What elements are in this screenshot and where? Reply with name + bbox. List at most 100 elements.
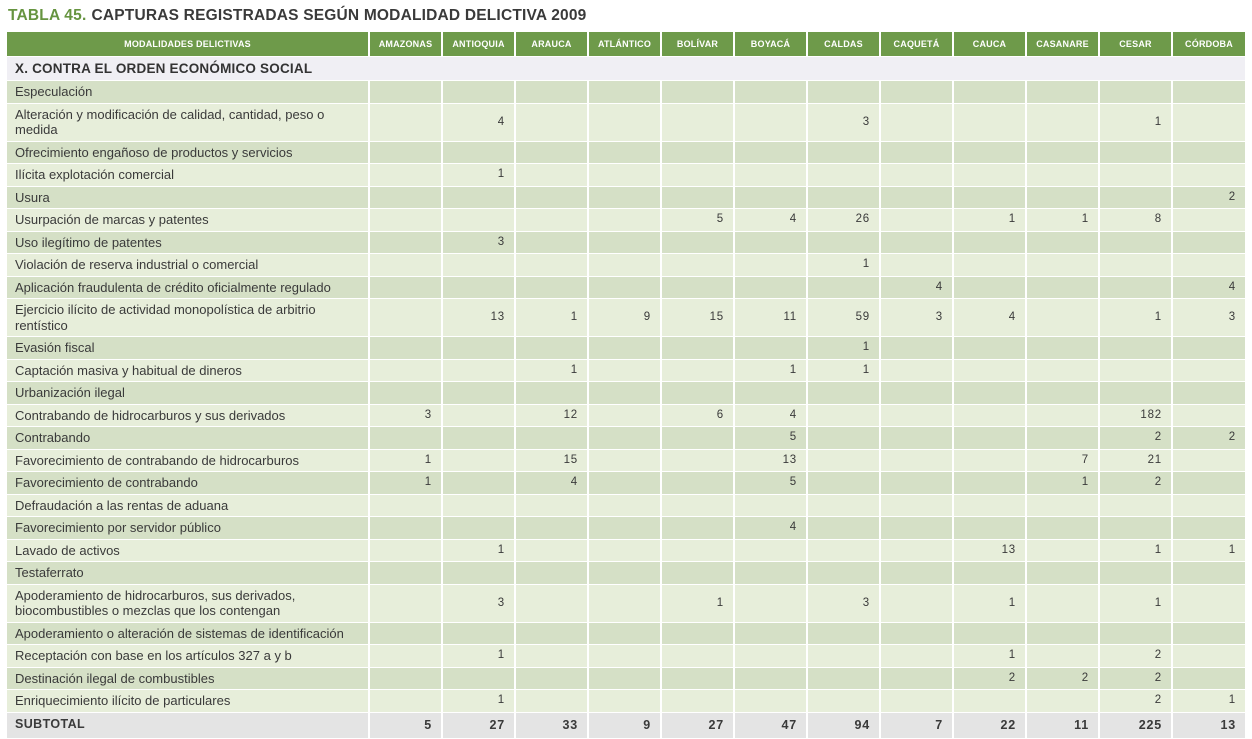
value-cell [515, 584, 589, 623]
value-cell [1026, 404, 1100, 427]
value-cell [1026, 381, 1100, 405]
value-cell: 13 [953, 539, 1027, 562]
value-cell [807, 644, 881, 668]
value-cell [953, 471, 1027, 495]
value-cell [1026, 494, 1100, 517]
value-cell [661, 426, 735, 450]
value-cell: 7 [1026, 449, 1100, 472]
table-number: TABLA 45. [8, 7, 87, 24]
value-cell [661, 186, 735, 209]
value-cell: 5 [369, 712, 443, 739]
value-cell [807, 141, 881, 164]
value-cell [369, 561, 443, 585]
value-cell [515, 141, 589, 164]
value-cell [369, 141, 443, 164]
data-row: Apoderamiento o alteración de sistemas d… [7, 622, 1245, 645]
value-cell [369, 494, 443, 517]
value-cell [1099, 163, 1173, 187]
value-cell: 1 [515, 298, 589, 337]
value-cell [588, 103, 662, 142]
value-cell: 11 [1026, 712, 1100, 739]
value-cell [734, 186, 808, 209]
value-cell [1026, 276, 1100, 299]
value-cell: 4 [734, 516, 808, 540]
column-header: AMAZONAS [369, 32, 443, 57]
value-cell [661, 622, 735, 645]
value-cell [661, 494, 735, 517]
data-row: Testaferrato [7, 561, 1245, 585]
value-cell [369, 381, 443, 405]
row-label: Usura [7, 186, 370, 209]
value-cell [807, 404, 881, 427]
value-cell [369, 644, 443, 668]
value-cell [734, 231, 808, 254]
value-cell [515, 561, 589, 585]
value-cell: 1 [1026, 471, 1100, 495]
value-cell [734, 667, 808, 690]
value-cell [442, 186, 516, 209]
data-row: Defraudación a las rentas de aduana [7, 494, 1245, 517]
row-label: Receptación con base en los artículos 32… [7, 644, 370, 668]
value-cell [953, 449, 1027, 472]
value-cell: 1 [1099, 539, 1173, 562]
value-cell [442, 471, 516, 495]
value-cell [1172, 516, 1245, 540]
value-cell: 3 [369, 404, 443, 427]
value-cell [734, 80, 808, 104]
page-title: TABLA 45. CAPTURAS REGISTRADAS SEGÚN MODA… [8, 7, 1252, 25]
value-cell [515, 644, 589, 668]
value-cell [442, 404, 516, 427]
value-cell [588, 208, 662, 232]
value-cell [807, 381, 881, 405]
value-cell [953, 80, 1027, 104]
value-cell: 1 [515, 359, 589, 382]
value-cell [588, 494, 662, 517]
header-row: MODALIDADES DELICTIVAS AMAZONAS ANTIOQUIA… [7, 32, 1245, 57]
value-cell: 4 [880, 276, 954, 299]
value-cell: 15 [661, 298, 735, 337]
value-cell [953, 426, 1027, 450]
value-cell: 5 [661, 208, 735, 232]
value-cell [588, 231, 662, 254]
value-cell [1172, 253, 1245, 277]
value-cell [515, 667, 589, 690]
value-cell [661, 141, 735, 164]
row-label: SUBTOTAL [7, 712, 370, 739]
value-cell [442, 253, 516, 277]
value-cell [442, 494, 516, 517]
row-label: Favorecimiento de contrabando de hidroca… [7, 449, 370, 472]
value-cell: 1 [1172, 539, 1245, 562]
value-cell [1172, 103, 1245, 142]
value-cell: 6 [661, 404, 735, 427]
value-cell [880, 359, 954, 382]
value-cell [588, 516, 662, 540]
value-cell [1099, 231, 1173, 254]
data-row: Enriquecimiento ilícito de particulares 1… [7, 689, 1245, 713]
value-cell: 4 [1172, 276, 1245, 299]
value-cell: 4 [734, 404, 808, 427]
value-cell [734, 336, 808, 360]
value-cell [953, 231, 1027, 254]
value-cell [880, 471, 954, 495]
data-row: Alteración y modificación de calidad, ca… [7, 103, 1245, 142]
value-cell [807, 494, 881, 517]
table-caption: CAPTURAS REGISTRADAS SEGÚN MODALIDAD DEL… [91, 7, 587, 24]
value-cell [1099, 80, 1173, 104]
data-row: Apoderamiento de hidrocarburos, sus deri… [7, 584, 1245, 623]
data-row: Aplicación fraudulenta de crédito oficia… [7, 276, 1245, 299]
value-cell: 1 [1099, 103, 1173, 142]
value-cell [734, 381, 808, 405]
data-row: Ejercicio ilícito de actividad monopolís… [7, 298, 1245, 337]
value-cell [442, 80, 516, 104]
value-cell [588, 404, 662, 427]
value-cell [880, 667, 954, 690]
value-cell [442, 276, 516, 299]
value-cell [515, 103, 589, 142]
value-cell [1172, 644, 1245, 668]
value-cell [588, 359, 662, 382]
value-cell [661, 471, 735, 495]
value-cell [515, 689, 589, 713]
value-cell [588, 622, 662, 645]
value-cell [442, 516, 516, 540]
value-cell [661, 539, 735, 562]
